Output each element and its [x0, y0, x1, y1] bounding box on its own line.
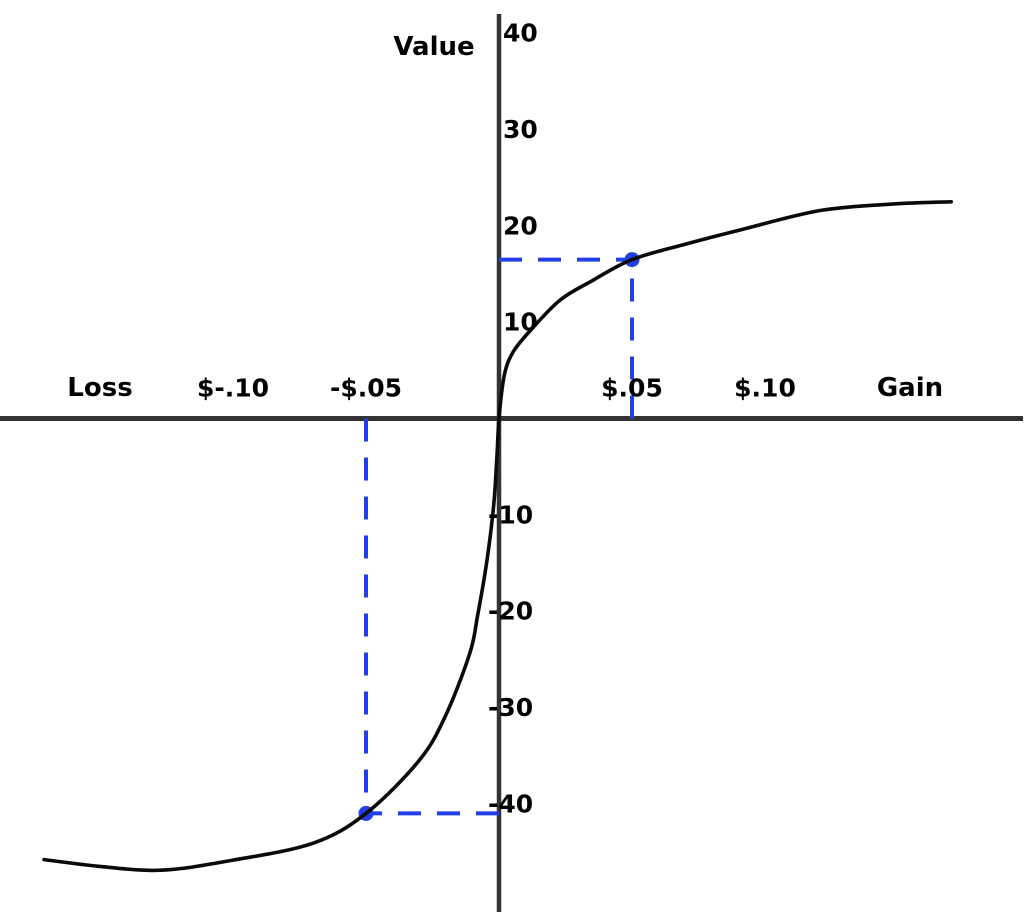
x-tick-label: $.10 — [734, 374, 796, 403]
value-curve — [42, 200, 953, 873]
y-tick-label: -30 — [488, 693, 533, 722]
y-tick-label: 10 — [503, 308, 538, 337]
y-axis-title: Value — [393, 32, 474, 62]
y-tick-label: 20 — [503, 211, 538, 240]
x-tick-label: $.05 — [601, 374, 663, 403]
x-tick-label: $-.10 — [197, 374, 269, 403]
y-tick-label: -10 — [488, 500, 533, 529]
y-tick-label: -40 — [488, 789, 533, 818]
y-tick-label: -20 — [488, 597, 533, 626]
y-tick-label: 30 — [503, 115, 538, 144]
y-tick-label: 40 — [503, 19, 538, 48]
x-axis-gain-label: Gain — [877, 373, 943, 403]
x-tick-label: -$.05 — [330, 374, 402, 403]
x-axis-loss-label: Loss — [67, 373, 132, 403]
